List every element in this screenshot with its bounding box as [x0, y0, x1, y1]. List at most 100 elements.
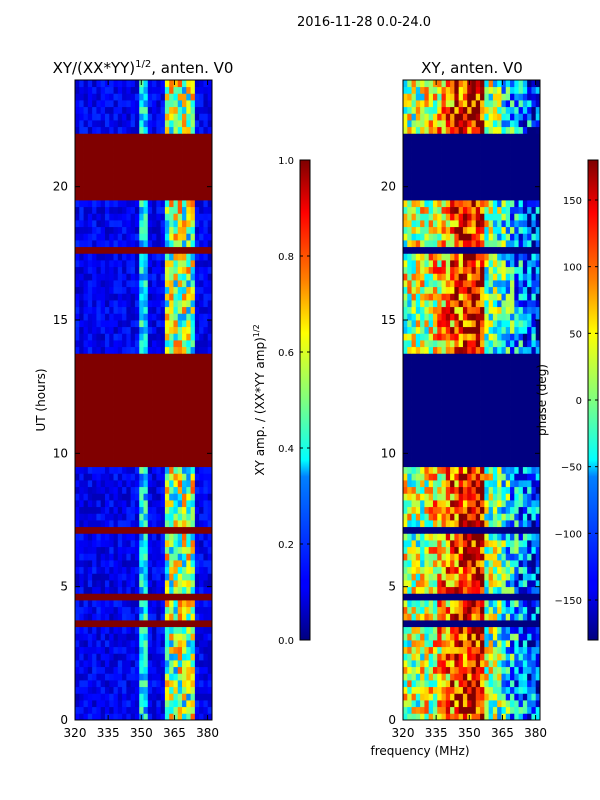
heatmap-cell — [424, 353, 430, 361]
heatmap-cell — [190, 680, 196, 688]
heatmap-cell — [147, 633, 153, 641]
heatmap-cell — [147, 506, 153, 514]
heatmap-cell — [169, 93, 174, 101]
heatmap-cell — [130, 333, 136, 341]
heatmap-cell — [492, 686, 498, 694]
heatmap-cell — [514, 366, 519, 374]
heatmap-cell — [147, 273, 153, 281]
heatmap-cell — [169, 660, 174, 668]
heatmap-cell — [492, 620, 498, 628]
heatmap-cell — [147, 93, 153, 101]
heatmap-cell — [126, 366, 132, 374]
heatmap-cell — [403, 326, 408, 334]
heatmap-cell — [92, 180, 97, 188]
heatmap-cell — [169, 153, 174, 161]
heatmap-cell — [143, 106, 149, 114]
heatmap-cell — [143, 666, 149, 674]
heatmap-cell — [194, 153, 200, 161]
heatmap-cell — [441, 693, 447, 701]
heatmap-cell — [160, 573, 166, 581]
heatmap-cell — [160, 80, 166, 88]
heatmap-cell — [83, 100, 89, 108]
heatmap-cell — [510, 520, 515, 528]
heatmap-cell — [134, 133, 140, 141]
heatmap-cell — [462, 506, 468, 514]
heatmap-cell — [79, 473, 84, 481]
heatmap-cell — [488, 573, 494, 581]
heatmap-cell — [462, 386, 468, 394]
heatmap-cell — [403, 680, 408, 688]
heatmap-cell — [143, 253, 149, 261]
heatmap-cell — [164, 533, 170, 541]
heatmap-cell — [104, 466, 110, 474]
heatmap-cell — [113, 486, 119, 494]
heatmap-cell — [437, 660, 442, 668]
heatmap-cell — [160, 506, 166, 514]
heatmap-cell — [186, 500, 191, 508]
heatmap-cell — [441, 493, 447, 501]
heatmap-cell — [505, 693, 511, 701]
heatmap-cell — [445, 620, 451, 628]
heatmap-cell — [79, 706, 84, 714]
heatmap-cell — [194, 700, 200, 708]
heatmap-cell — [194, 173, 200, 181]
heatmap-cell — [199, 666, 204, 674]
heatmap-cell — [130, 473, 136, 481]
heatmap-cell — [79, 280, 84, 288]
heatmap-cell — [92, 506, 97, 514]
heatmap-cell — [484, 493, 490, 501]
heatmap-cell — [432, 586, 438, 594]
heatmap-cell — [126, 686, 132, 694]
heatmap-cell — [203, 340, 209, 348]
heatmap-cell — [203, 433, 209, 441]
heatmap-cell — [411, 673, 417, 681]
heatmap-cell — [122, 106, 127, 114]
heatmap-cell — [79, 226, 84, 234]
heatmap-cell — [122, 413, 127, 421]
heatmap-cell — [471, 426, 477, 434]
heatmap-cell — [87, 520, 93, 528]
heatmap-cell — [458, 606, 464, 614]
heatmap-cell — [169, 113, 174, 121]
heatmap-cell — [177, 300, 183, 308]
heatmap-cell — [164, 640, 170, 648]
heatmap-cell — [134, 386, 140, 394]
heatmap-cell — [186, 93, 191, 101]
heatmap-cell — [467, 466, 472, 474]
heatmap-cell — [441, 553, 447, 561]
heatmap-cell — [122, 713, 127, 721]
heatmap-cell — [428, 600, 434, 608]
heatmap-cell — [104, 266, 110, 274]
heatmap-cell — [475, 613, 481, 621]
heatmap-cell — [403, 400, 408, 408]
heatmap-cell — [177, 266, 183, 274]
heatmap-cell — [522, 380, 528, 388]
heatmap-cell — [207, 533, 213, 541]
heatmap-cell — [139, 686, 144, 694]
heatmap-cell — [454, 580, 460, 588]
heatmap-cell — [203, 526, 209, 534]
heatmap-cell — [152, 453, 157, 461]
heatmap-cell — [130, 700, 136, 708]
heatmap-cell — [505, 653, 511, 661]
heatmap-cell — [527, 446, 532, 454]
heatmap-cell — [454, 660, 460, 668]
heatmap-cell — [514, 453, 519, 461]
heatmap-cell — [143, 200, 149, 208]
heatmap-cell — [437, 380, 442, 388]
heatmap-cell — [182, 93, 187, 101]
heatmap-cell — [182, 420, 187, 428]
heatmap-cell — [143, 453, 149, 461]
heatmap-cell — [467, 580, 472, 588]
heatmap-cell — [518, 680, 524, 688]
heatmap-cell — [403, 393, 408, 401]
heatmap-cell — [182, 246, 187, 254]
heatmap-cell — [531, 453, 537, 461]
heatmap-cell — [420, 473, 425, 481]
heatmap-cell — [134, 266, 140, 274]
heatmap-cell — [484, 706, 490, 714]
heatmap-cell — [514, 513, 519, 521]
heatmap-cell — [518, 420, 524, 428]
heatmap-cell — [497, 580, 502, 588]
heatmap-cell — [432, 706, 438, 714]
